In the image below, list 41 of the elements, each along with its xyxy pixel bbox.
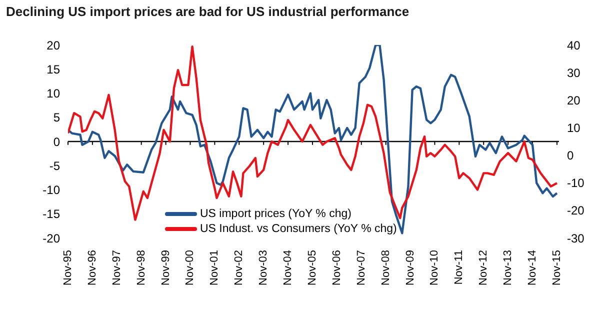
x-tick-label: Nov-02 <box>233 250 246 286</box>
x-tick-label: Nov-07 <box>355 250 368 286</box>
x-tick-label: Nov-06 <box>330 250 343 286</box>
y-tick-label: 20 <box>46 38 60 52</box>
x-tick-label: Nov-95 <box>62 250 74 286</box>
y2-tick-label: -30 <box>567 231 585 246</box>
y2-tick-label: 30 <box>567 66 581 80</box>
y2-tick-label: -20 <box>567 204 585 218</box>
x-tick-label: Nov-11 <box>453 250 466 285</box>
legend-label: US Indust. vs Consumers (YoY % chg) <box>200 222 397 234</box>
x-tick-label: Nov-10 <box>428 250 441 286</box>
y2-tick-label: 20 <box>567 93 581 108</box>
x-tick-label: Nov-00 <box>184 250 196 286</box>
y2-tick-label: -10 <box>567 176 585 190</box>
x-tick-label: Nov-09 <box>404 250 416 286</box>
legend-label: US import prices (YoY % chg) <box>200 208 352 220</box>
x-tick-label: Nov-15 <box>550 250 563 286</box>
x-tick-label: Nov-13 <box>502 250 514 286</box>
x-tick-label: Nov-12 <box>478 250 490 286</box>
y-tick-label: -15 <box>42 207 60 222</box>
y2-tick-label: 0 <box>567 148 574 163</box>
y-tick-label: 15 <box>46 62 60 76</box>
y2-tick-label: 40 <box>567 38 581 52</box>
x-tick-label: Nov-08 <box>380 250 392 286</box>
y-tick-label: -5 <box>49 158 60 173</box>
y-tick-label: -10 <box>42 183 60 198</box>
x-tick-label: Nov-96 <box>86 250 98 286</box>
y-tick-label: -20 <box>42 231 60 246</box>
x-tick-label: Nov-99 <box>160 250 172 286</box>
x-tick-label: Nov-05 <box>306 250 318 286</box>
x-tick-label: Nov-01 <box>208 250 221 286</box>
x-tick-label: Nov-03 <box>258 250 270 286</box>
chart-title: Declining US import prices are bad for US industrial performance <box>6 4 410 19</box>
y-tick-label: 5 <box>53 110 60 125</box>
y-tick-label: 10 <box>46 86 60 101</box>
x-tick-label: Nov-04 <box>282 250 294 286</box>
x-tick-label: Nov-97 <box>110 250 123 286</box>
x-tick-label: Nov-98 <box>135 250 148 286</box>
y2-tick-label: 10 <box>567 120 581 135</box>
y-tick-label: 0 <box>53 134 60 149</box>
x-tick-label: Nov-14 <box>526 250 539 286</box>
